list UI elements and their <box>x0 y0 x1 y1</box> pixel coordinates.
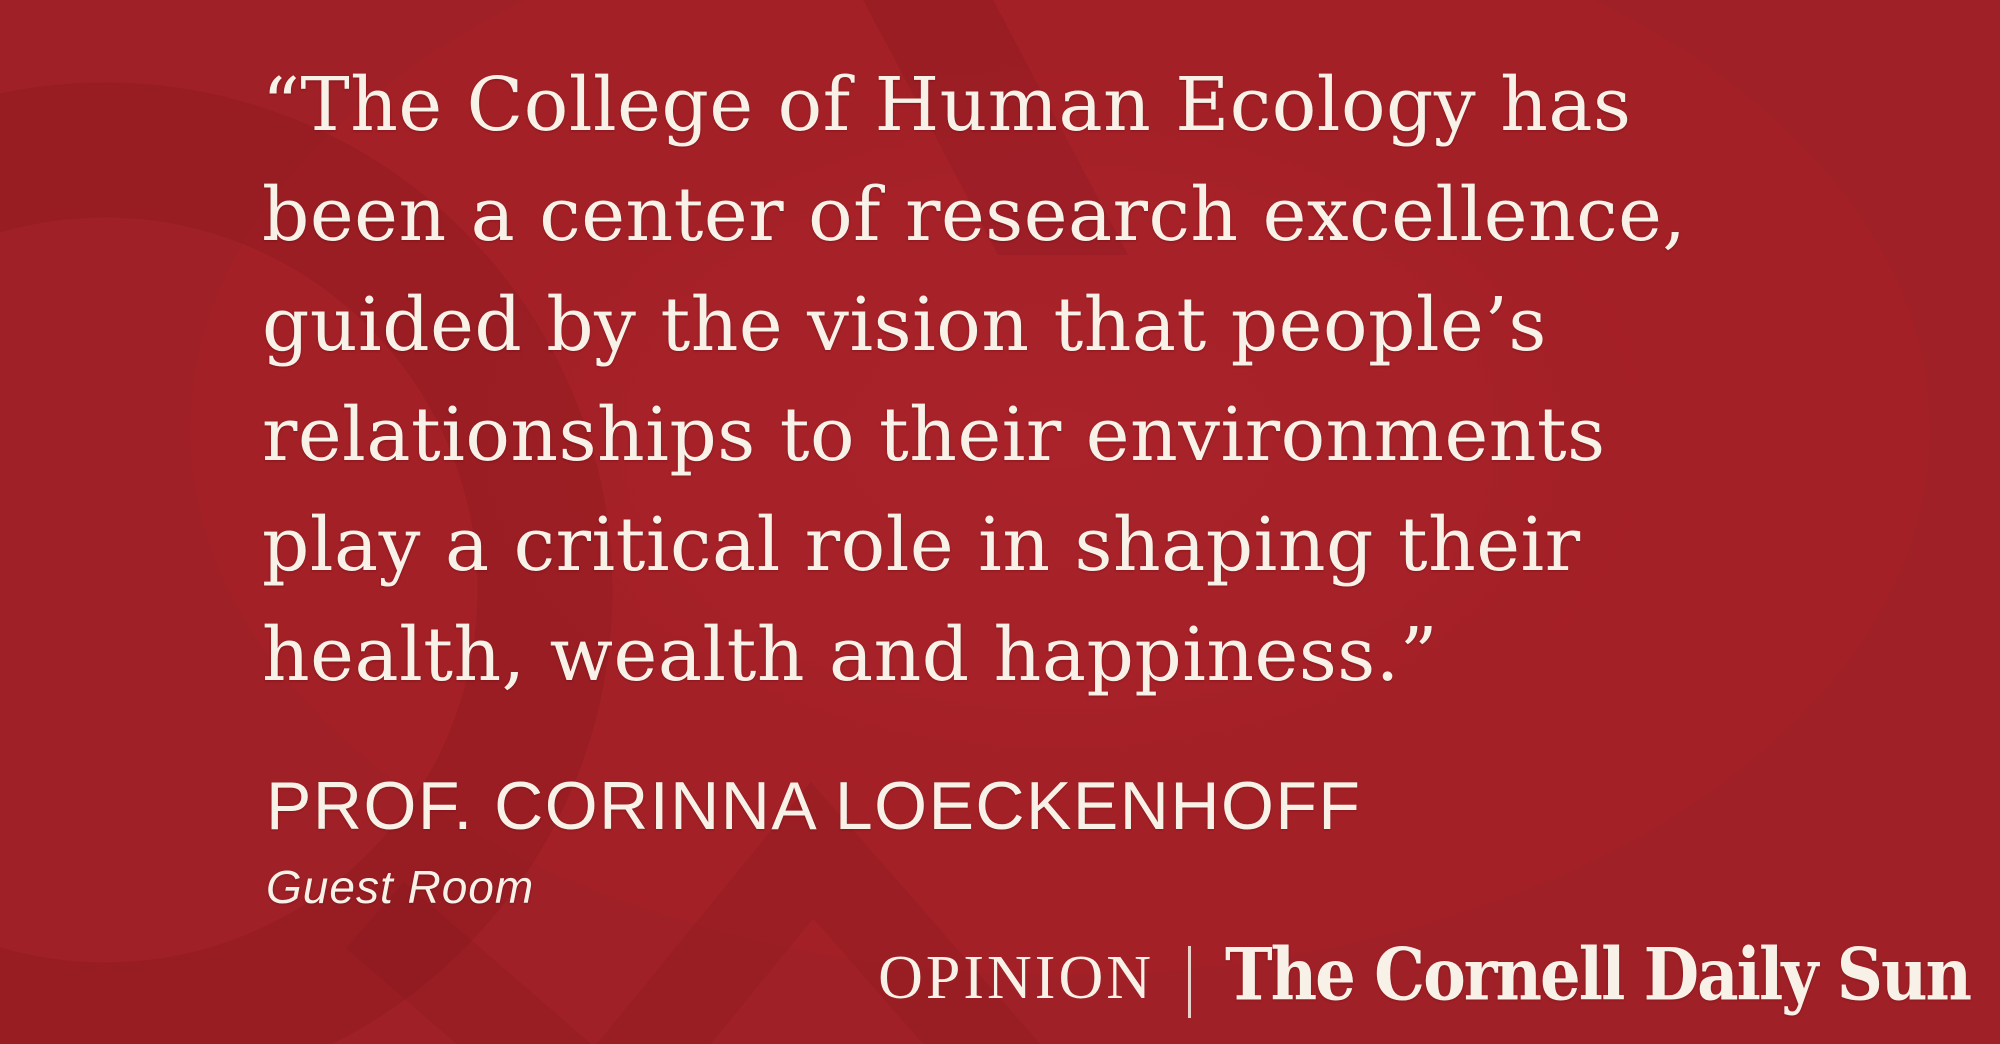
quote-line: guided by the vision that people’s <box>262 282 1547 368</box>
cornell-daily-sun-logo: The Cornell Daily Sun <box>1225 933 1972 1018</box>
column-name: Guest Room <box>266 861 535 913</box>
quote-line: “The College of Human Ecology has <box>262 62 1632 148</box>
quote-line: been a center of research excellence, <box>262 172 1687 258</box>
quote-text: “The College of Human Ecology has been a… <box>262 50 1762 710</box>
section-label: OPINION <box>878 944 1154 1012</box>
footer-divider <box>1188 946 1191 1018</box>
quote-line: play a critical role in shaping their <box>262 502 1581 588</box>
author-name: PROF. CORINNA LOECKENHOFF <box>266 768 1362 844</box>
footer: OPINION The Cornell Daily Sun <box>878 940 1972 1018</box>
quote-line: relationships to their environments <box>262 392 1606 478</box>
quote-line: health, wealth and happiness.” <box>262 612 1439 698</box>
